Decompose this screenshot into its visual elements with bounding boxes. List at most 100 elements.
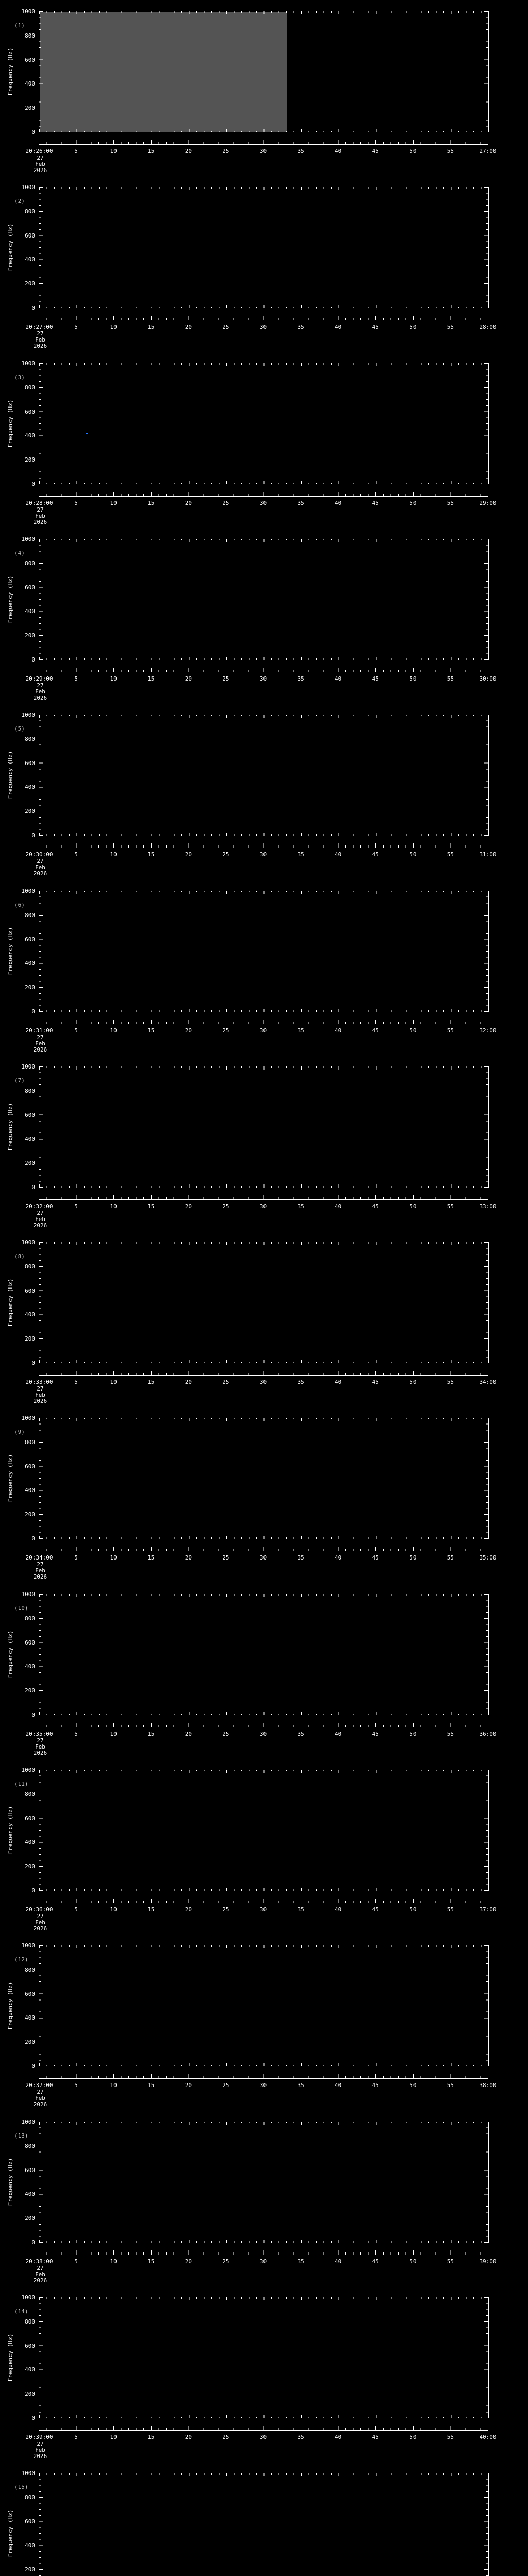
x-major-ticks-top bbox=[39, 1418, 489, 1421]
time-axis-end-label: 33:00 bbox=[479, 1203, 497, 1210]
time-axis-tick-label: 25 bbox=[222, 148, 229, 155]
time-axis-tick-label: 55 bbox=[447, 500, 454, 506]
time-axis-minor-ticks bbox=[39, 1373, 488, 1375]
date-line: Feb bbox=[35, 336, 45, 343]
date-line: 2026 bbox=[33, 167, 47, 174]
x-major-ticks-top bbox=[39, 1770, 489, 1773]
date-line: 2026 bbox=[33, 343, 47, 349]
panel-number: (1) bbox=[14, 22, 25, 29]
x-minor-ticks-bottom bbox=[39, 2241, 489, 2243]
time-axis-tick-label: 45 bbox=[372, 148, 379, 155]
y-tick-label: 600 bbox=[25, 1639, 35, 1646]
y-tick-label: 0 bbox=[31, 832, 35, 839]
plot-area bbox=[39, 715, 489, 836]
y-tick-label: 400 bbox=[25, 2014, 35, 2022]
x-minor-ticks-top bbox=[39, 1418, 489, 1419]
time-axis-end-label: 34:00 bbox=[479, 1379, 497, 1385]
y-tick-label: 1000 bbox=[21, 8, 36, 15]
date-line: 2026 bbox=[33, 1398, 47, 1404]
y-tick-label: 800 bbox=[25, 2318, 35, 2325]
y-tick-label: 800 bbox=[25, 911, 35, 919]
x-minor-ticks-top bbox=[39, 1066, 489, 1068]
x-major-ticks-top bbox=[39, 11, 489, 14]
time-axis-tick-label: 50 bbox=[409, 1027, 417, 1034]
y-tick-label: 1000 bbox=[21, 2294, 36, 2301]
time-axis-tick-label: 25 bbox=[222, 2258, 229, 2265]
time-axis-tick-label: 35 bbox=[297, 1731, 304, 1737]
time-axis-tick-label: 5 bbox=[74, 500, 78, 506]
y-axis-title: Frequency (Hz) bbox=[7, 575, 14, 623]
x-minor-ticks-bottom bbox=[39, 131, 489, 132]
date-line: 27 bbox=[37, 2265, 44, 2272]
y-tick-label: 1000 bbox=[21, 1591, 36, 1598]
date-line: 2026 bbox=[33, 2277, 47, 2284]
y-minor-ticks-right bbox=[486, 891, 488, 1012]
y-tick-label: 200 bbox=[25, 808, 35, 815]
time-axis-tick-label: 15 bbox=[147, 1027, 155, 1034]
panel-number: (14) bbox=[14, 2308, 28, 2315]
time-axis-end-label: 39:00 bbox=[479, 2258, 497, 2265]
y-minor-ticks-right bbox=[486, 2473, 488, 2576]
time-axis-tick-label: 55 bbox=[447, 851, 454, 858]
date-line: 27 bbox=[37, 506, 44, 513]
time-axis-end-label: 28:00 bbox=[479, 324, 497, 330]
time-axis-tick-label: 25 bbox=[222, 1203, 229, 1210]
y-tick-label: 600 bbox=[25, 408, 35, 415]
time-axis-minor-ticks bbox=[39, 1197, 488, 1199]
time-axis-tick-label: 45 bbox=[372, 2434, 379, 2441]
y-tick-label: 0 bbox=[31, 1711, 35, 1718]
y-tick-label: 0 bbox=[31, 129, 35, 135]
y-axis-title: Frequency (Hz) bbox=[7, 2509, 14, 2557]
time-axis-tick-label: 25 bbox=[222, 324, 229, 330]
time-axis-start-label: 20:30:00 bbox=[25, 851, 53, 858]
date-line: 2026 bbox=[33, 1573, 47, 1580]
y-tick-label: 200 bbox=[25, 984, 35, 991]
time-axis-tick-label: 45 bbox=[372, 1203, 379, 1210]
y-tick-label: 400 bbox=[25, 1311, 35, 1318]
time-axis-tick-label: 15 bbox=[147, 2434, 155, 2441]
time-axis-tick-label: 20 bbox=[185, 2258, 192, 2265]
time-axis-tick-label: 10 bbox=[110, 500, 117, 506]
x-major-ticks-top bbox=[39, 363, 489, 366]
time-axis-tick-label: 35 bbox=[297, 675, 304, 682]
x-minor-ticks-top bbox=[39, 539, 489, 540]
x-minor-ticks-bottom bbox=[39, 2417, 489, 2418]
y-tick-label: 400 bbox=[25, 784, 35, 791]
x-minor-ticks-bottom bbox=[39, 483, 489, 484]
y-tick-label: 800 bbox=[25, 1087, 35, 1094]
time-axis-tick-label: 35 bbox=[297, 1203, 304, 1210]
time-axis-tick-label: 40 bbox=[335, 851, 342, 858]
time-axis-tick-label: 25 bbox=[222, 1554, 229, 1561]
y-tick-label: 400 bbox=[25, 2191, 35, 2198]
x-major-ticks-top bbox=[39, 1945, 489, 1948]
x-minor-ticks-bottom bbox=[39, 658, 489, 660]
date-line: 27 bbox=[37, 1737, 44, 1744]
y-tick-label: 1000 bbox=[21, 1415, 36, 1421]
time-axis-tick-label: 30 bbox=[259, 851, 267, 858]
time-axis-tick-label: 5 bbox=[74, 2258, 78, 2265]
date-line: 27 bbox=[37, 1385, 44, 1392]
time-axis-tick-label: 45 bbox=[372, 1906, 379, 1913]
y-tick-label: 0 bbox=[31, 481, 35, 487]
time-axis-tick-label: 20 bbox=[185, 1027, 192, 1034]
time-axis-tick-label: 20 bbox=[185, 851, 192, 858]
time-axis-tick-label: 15 bbox=[147, 675, 155, 682]
y-major-ticks-left bbox=[39, 2297, 43, 2418]
time-axis-tick-label: 30 bbox=[259, 2082, 267, 2089]
time-axis-minor-ticks bbox=[39, 1549, 488, 1551]
spectrogram-panel: (6) Frequency (Hz) 0 200 400 600 800 1000 20:31:… bbox=[0, 879, 528, 1055]
time-axis-tick-label: 30 bbox=[259, 1554, 267, 1561]
time-axis-tick-label: 45 bbox=[372, 2258, 379, 2265]
time-axis-tick-label: 30 bbox=[259, 148, 267, 155]
y-tick-label: 200 bbox=[25, 1511, 35, 1518]
panel-number: (4) bbox=[14, 550, 25, 556]
y-tick-label: 400 bbox=[25, 1839, 35, 1846]
time-axis-tick-label: 20 bbox=[185, 1906, 192, 1913]
plot-area bbox=[39, 1418, 489, 1539]
time-axis-tick-label: 40 bbox=[335, 2258, 342, 2265]
y-tick-label: 800 bbox=[25, 2494, 35, 2501]
date-line: Feb bbox=[35, 513, 45, 519]
y-tick-label: 1000 bbox=[21, 360, 36, 367]
y-tick-label: 0 bbox=[31, 2415, 35, 2421]
